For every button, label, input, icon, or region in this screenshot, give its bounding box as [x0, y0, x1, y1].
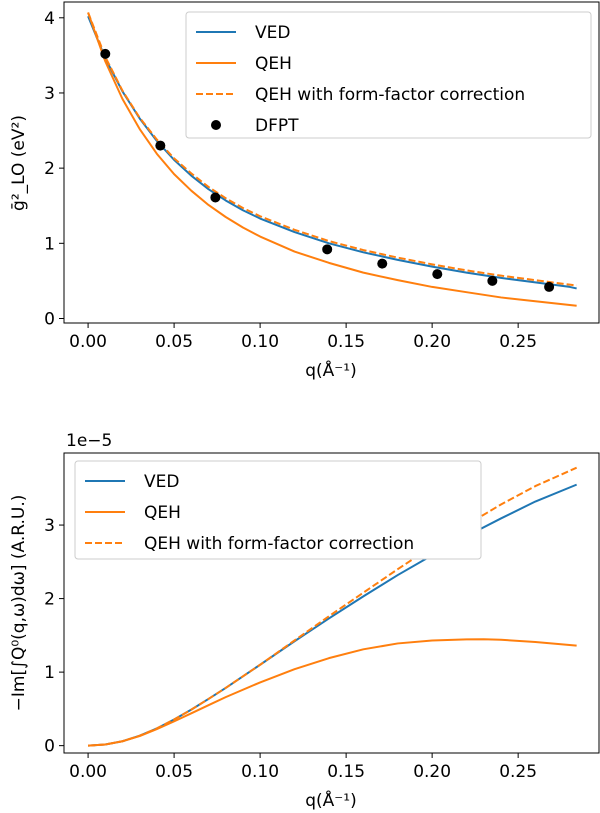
bottom-legend-box: [74, 460, 482, 560]
x-tick-label: 0.15: [327, 332, 365, 352]
y-tick-label: 1: [44, 234, 55, 254]
x-tick-label: 0.05: [155, 332, 193, 352]
dfpt-point: [377, 258, 388, 269]
legend-label-qeh: QEH: [144, 503, 181, 523]
top-plot-frame: [63, 1, 600, 324]
legend-label-ved: VED: [255, 23, 290, 43]
legend-label-qeh: QEH: [255, 54, 292, 74]
x-tick-label: 0.05: [155, 762, 193, 782]
top-legend-box: [185, 11, 592, 139]
y-tick-label: 1: [44, 663, 55, 683]
x-tick-label: 0.15: [327, 762, 365, 782]
bottom-legend: VED QEH QEH with form-factor correction: [74, 460, 482, 560]
x-tick-label: 0.10: [241, 762, 279, 782]
x-tick-label: 0.25: [499, 762, 537, 782]
legend-label-qeh-with-form-factor-correction: QEH with form-factor correction: [144, 534, 414, 554]
dfpt-point: [432, 269, 443, 280]
dfpt-point: [100, 48, 111, 59]
bottom-offset-label: 1e−5: [66, 431, 112, 451]
series-line-qeh-with-form-factor-correction: [87, 12, 577, 287]
legend-label-ved: VED: [144, 472, 179, 492]
top-y-axis-label: ḡ²_LO (eV²): [9, 115, 29, 211]
bottom-chart: 0.00 0.05 0.10 0.15 0.20 0.25 0 1 2 3 1e−5 q(Å⁻¹)…: [9, 431, 600, 811]
x-tick-label: 0.10: [241, 332, 279, 352]
dfpt-point: [322, 244, 333, 255]
legend-label-dfpt: DFPT: [255, 116, 299, 136]
top-chart: 0.00 0.05 0.10 0.15 0.20 0.25 0 1 2 3 4 q(Å⁻¹) ḡ²_…: [9, 1, 600, 381]
x-tick-label: 0.20: [413, 762, 451, 782]
dfpt-point: [210, 192, 221, 203]
series-line-ved: [87, 15, 577, 290]
bottom-y-axis-label: −Im[∫Q⁰(q,ω)dω] (A.R.U.): [9, 495, 29, 712]
dfpt-point: [487, 275, 498, 286]
x-tick-label: 0.20: [413, 332, 451, 352]
dfpt-point: [544, 281, 555, 292]
y-tick-label: 3: [44, 516, 55, 536]
y-tick-label: 2: [44, 590, 55, 610]
bottom-ticks-layer: 0.00 0.05 0.10 0.15 0.20 0.25 0 1 2 3: [44, 516, 537, 782]
bottom-plot-frame: [63, 452, 600, 754]
series-line-qeh: [88, 638, 577, 747]
x-tick-label: 0.25: [499, 332, 537, 352]
y-tick-label: 3: [44, 84, 55, 104]
dfpt-point: [155, 140, 166, 151]
top-ticks-layer: 0.00 0.05 0.10 0.15 0.20 0.25 0 1 2 3 4: [44, 9, 537, 352]
series-line-qeh: [87, 12, 577, 307]
x-tick-label: 0.00: [69, 332, 107, 352]
top-legend: VED QEH QEH with form-factor correction DFP…: [185, 11, 592, 139]
y-tick-label: 0: [44, 309, 55, 329]
x-tick-label: 0.00: [69, 762, 107, 782]
legend-label-qeh-with-form-factor-correction: QEH with form-factor correction: [255, 85, 525, 105]
top-series-layer: [87, 12, 577, 307]
legend-marker-dfpt: [211, 120, 221, 130]
bottom-x-axis-label: q(Å⁻¹): [305, 789, 356, 811]
y-tick-label: 4: [44, 9, 55, 29]
y-tick-label: 0: [44, 737, 55, 757]
y-tick-label: 2: [44, 159, 55, 179]
top-x-axis-label: q(Å⁻¹): [305, 359, 356, 381]
